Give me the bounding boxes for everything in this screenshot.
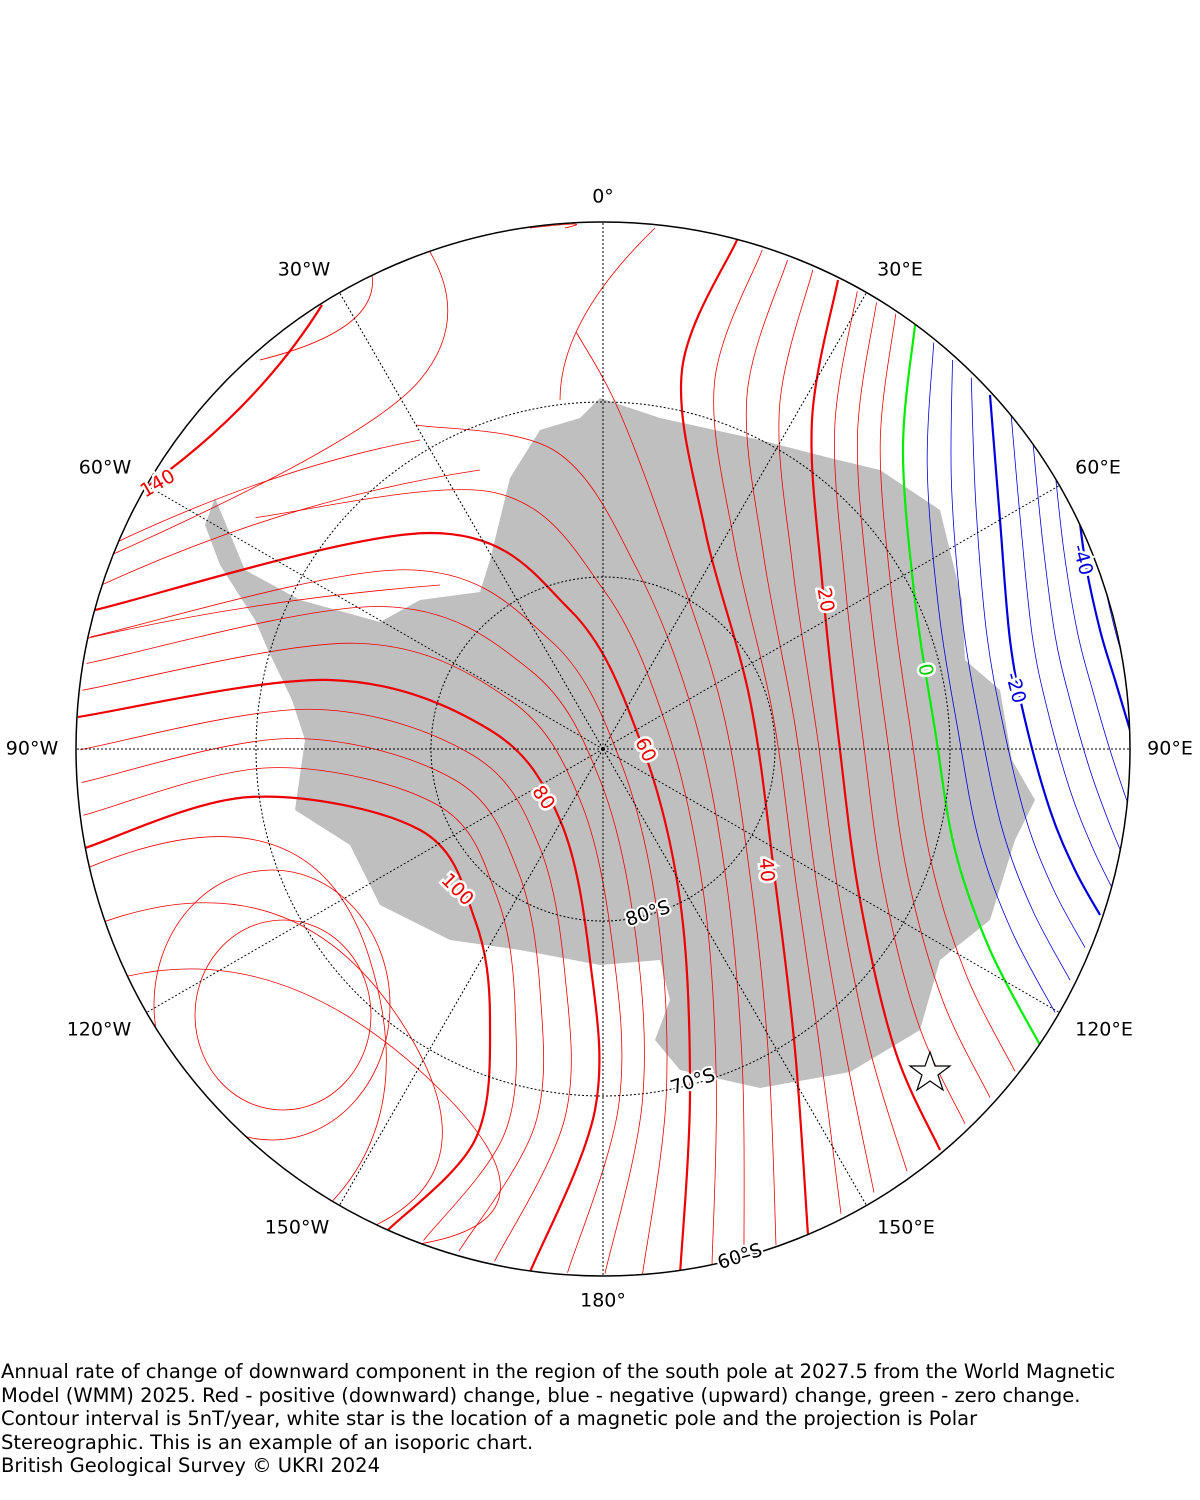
- contour-line: [1073, 479, 1130, 831]
- contour-line: [834, 291, 966, 1124]
- contour-line: [950, 359, 1071, 981]
- graticule: [76, 222, 1130, 1276]
- contour-line: [1010, 416, 1116, 894]
- longitude-label: 60°W: [79, 457, 132, 479]
- contour-line: [259, 274, 373, 361]
- longitude-label: 30°E: [877, 259, 923, 281]
- contour-line: [90, 569, 668, 1275]
- contour-line: [778, 269, 908, 1172]
- contour-line: [713, 249, 842, 1214]
- contour-line: [576, 332, 777, 1246]
- antarctica: [205, 398, 1035, 1088]
- contour-line: [970, 377, 1086, 948]
- contour-line: [745, 259, 875, 1193]
- contour-line: [1089, 479, 1130, 831]
- longitude-label: 60°E: [1075, 457, 1121, 479]
- caption-line: British Geological Survey © UKRI 2024: [1, 1454, 380, 1477]
- contours: [76, 223, 1130, 1276]
- contour-label: 20: [813, 586, 839, 614]
- contour-line: [86, 606, 645, 1274]
- contour-line: [119, 304, 323, 506]
- latitude-label: 60°S: [715, 1239, 765, 1274]
- caption-line: Contour interval is 5nT/year, white star…: [1, 1407, 978, 1430]
- caption-line: Stereographic. This is an example of an …: [1, 1430, 534, 1454]
- contour-line: [926, 342, 1056, 1013]
- contour-line: [79, 584, 441, 641]
- contour-label: 140: [137, 465, 179, 502]
- contour-line: [79, 469, 481, 596]
- map: 0° 30°E 60°E 90°E 120°E 150°E 180° 150°W 120°W 90…: [6, 186, 1193, 1312]
- contour-line: [76, 968, 501, 1251]
- contour-line: [79, 708, 572, 1262]
- contour-line: [415, 424, 745, 1256]
- map-body: [76, 222, 1130, 1276]
- contour-line: [879, 313, 1016, 1072]
- magnetic-pole-star: [908, 1050, 952, 1092]
- longitude-label: 30°W: [278, 259, 331, 281]
- map-boundary: [75, 221, 1131, 1277]
- contour-line: [79, 439, 421, 561]
- contour-line: [559, 227, 656, 401]
- contour-label: 40: [754, 857, 778, 883]
- longitude-label: 90°W: [6, 738, 59, 760]
- contour-line: [153, 869, 391, 1141]
- caption: Annual rate of change of downward compon…: [1, 1360, 1115, 1478]
- contour-line: [988, 394, 1101, 916]
- longitude-label: 150°W: [265, 1217, 330, 1239]
- longitude-label: 120°W: [67, 1019, 132, 1041]
- contour-line: [94, 531, 692, 1276]
- contour-line: [1032, 437, 1130, 873]
- contour-line: [83, 767, 517, 1241]
- parallel: [430, 576, 776, 922]
- contour-line: [81, 738, 545, 1252]
- contour-line: [99, 251, 449, 561]
- contour-line: [810, 279, 942, 1151]
- contour-line: [1119, 479, 1130, 831]
- contour-line: [82, 642, 623, 1273]
- contour-line: [76, 902, 443, 1251]
- contour-line: [1053, 458, 1130, 852]
- contour-label: -40: [1068, 542, 1097, 578]
- contour-line: [77, 678, 601, 1273]
- latitude-label: 70°S: [668, 1064, 718, 1099]
- contour-label: -20: [1001, 670, 1030, 706]
- contour-line: [529, 223, 577, 229]
- parallel: [255, 401, 951, 1097]
- contour-line: [76, 836, 387, 1251]
- contour-line: [901, 324, 1041, 1046]
- contour-line: [679, 239, 810, 1236]
- longitude-label: 90°E: [1147, 738, 1193, 760]
- contour-line: [1104, 479, 1130, 831]
- longitude-label: 0°: [592, 186, 614, 208]
- contour-line: [856, 302, 991, 1098]
- longitude-label: 150°E: [877, 1217, 935, 1239]
- contour-line: [255, 489, 717, 1266]
- longitude-label: 120°E: [1075, 1019, 1133, 1041]
- longitude-label: 180°: [580, 1290, 626, 1312]
- contour-line: [84, 795, 492, 1231]
- caption-line: Model (WMM) 2025. Red - positive (downwa…: [1, 1383, 1081, 1407]
- contour-line: [194, 919, 372, 1111]
- caption-line: Annual rate of change of downward compon…: [1, 1360, 1116, 1383]
